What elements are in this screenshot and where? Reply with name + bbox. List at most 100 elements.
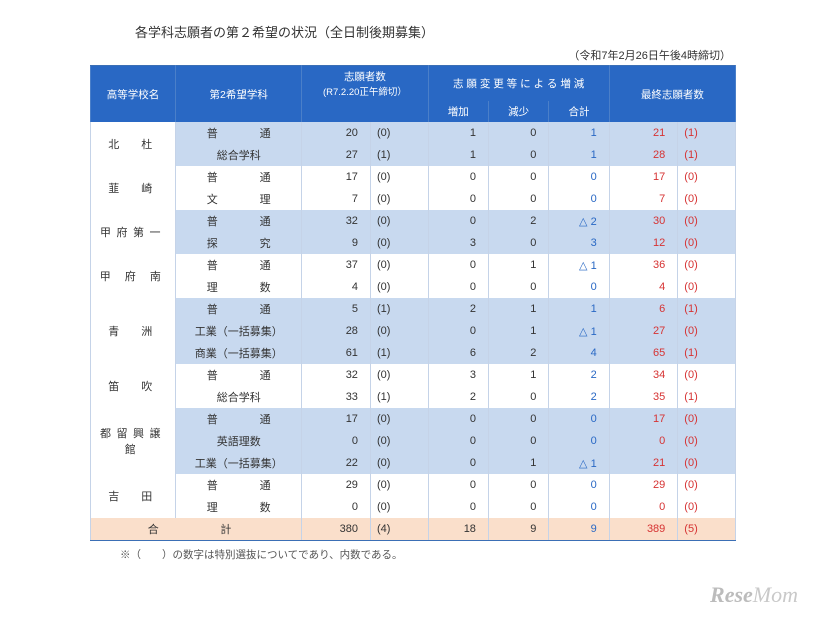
cell-school: 甲府第一 xyxy=(91,210,176,254)
cell-dec: 1 xyxy=(488,298,548,320)
cell-sum: 0 xyxy=(549,474,609,496)
cell-init: 380 xyxy=(302,518,371,541)
cell-inc: 0 xyxy=(428,320,488,342)
cell-init_p: (0) xyxy=(370,166,428,188)
cell-init_p: (1) xyxy=(370,342,428,364)
cell-sum: △ 1 xyxy=(549,452,609,474)
cell-final: 389 xyxy=(609,518,678,541)
cell-sum: 1 xyxy=(549,298,609,320)
cell-sum: 0 xyxy=(549,496,609,518)
cell-dec: 0 xyxy=(488,408,548,430)
cell-school: 北 杜 xyxy=(91,122,176,166)
cell-dept: 総合学科 xyxy=(176,386,302,408)
cell-final_p: (0) xyxy=(678,232,736,254)
cell-init: 0 xyxy=(302,430,371,452)
table-header: 高等学校名 第2希望学科 志願者数 (R7.2.20正午締切） 志 願 変 更 … xyxy=(91,66,736,123)
cell-dec: 0 xyxy=(488,188,548,210)
cell-init: 0 xyxy=(302,496,371,518)
cell-init: 7 xyxy=(302,188,371,210)
cell-dept: 工業（一括募集） xyxy=(176,452,302,474)
cell-final_p: (0) xyxy=(678,188,736,210)
cell-school: 甲 府 南 xyxy=(91,254,176,298)
cell-final_p: (0) xyxy=(678,210,736,232)
table-row: 総合学科33(1)20235(1) xyxy=(91,386,736,408)
page-title: 各学科志願者の第２希望の状況（全日制後期募集） xyxy=(135,22,736,41)
table-row: 吉 田普 通29(0)00029(0) xyxy=(91,474,736,496)
page-container: 各学科志願者の第２希望の状況（全日制後期募集） （令和7年2月26日午後4時締切… xyxy=(0,0,826,620)
cell-sum: 2 xyxy=(549,386,609,408)
cell-sum: 9 xyxy=(549,518,609,541)
cell-final: 34 xyxy=(609,364,678,386)
cell-final: 7 xyxy=(609,188,678,210)
table-row: 笛 吹普 通32(0)31234(0) xyxy=(91,364,736,386)
cell-final_p: (0) xyxy=(678,166,736,188)
cell-dec: 0 xyxy=(488,496,548,518)
table-row: 総合学科27(1)10128(1) xyxy=(91,144,736,166)
cell-dept: 普 通 xyxy=(176,298,302,320)
cell-sum: 0 xyxy=(549,166,609,188)
cell-dec: 0 xyxy=(488,276,548,298)
table-row: 理 数0(0)0000(0) xyxy=(91,496,736,518)
cell-init_p: (0) xyxy=(370,430,428,452)
table-row: 探 究9(0)30312(0) xyxy=(91,232,736,254)
table-row: 甲府第一普 通32(0)02△ 230(0) xyxy=(91,210,736,232)
cell-dept: 英語理数 xyxy=(176,430,302,452)
cell-inc: 0 xyxy=(428,430,488,452)
cell-inc: 0 xyxy=(428,474,488,496)
cell-init_p: (0) xyxy=(370,474,428,496)
cell-dept: 理 数 xyxy=(176,276,302,298)
cell-school: 吉 田 xyxy=(91,474,176,518)
cell-final_p: (0) xyxy=(678,430,736,452)
cell-final_p: (0) xyxy=(678,320,736,342)
cell-dept: 理 数 xyxy=(176,496,302,518)
cell-dec: 0 xyxy=(488,122,548,144)
cell-sum: △ 2 xyxy=(549,210,609,232)
cell-init: 5 xyxy=(302,298,371,320)
cell-inc: 0 xyxy=(428,276,488,298)
cell-dept: 普 通 xyxy=(176,166,302,188)
cell-final: 35 xyxy=(609,386,678,408)
cell-dec: 1 xyxy=(488,452,548,474)
cell-dec: 1 xyxy=(488,254,548,276)
cell-init: 17 xyxy=(302,166,371,188)
cell-dept: 商業（一括募集） xyxy=(176,342,302,364)
cell-init: 20 xyxy=(302,122,371,144)
table-body: 北 杜普 通20(0)10121(1)総合学科27(1)10128(1)韮 崎普… xyxy=(91,122,736,541)
deadline-note: （令和7年2月26日午後4時締切） xyxy=(90,47,736,63)
th-dec: 減少 xyxy=(488,101,548,122)
cell-init_p: (0) xyxy=(370,364,428,386)
th-initial-label: 志願者数 xyxy=(344,71,386,83)
cell-dept: 普 通 xyxy=(176,408,302,430)
cell-dec: 2 xyxy=(488,342,548,364)
cell-sum: 0 xyxy=(549,188,609,210)
table-row: 英語理数0(0)0000(0) xyxy=(91,430,736,452)
cell-init: 37 xyxy=(302,254,371,276)
cell-init_p: (0) xyxy=(370,496,428,518)
cell-final: 0 xyxy=(609,430,678,452)
cell-final_p: (0) xyxy=(678,452,736,474)
cell-inc: 0 xyxy=(428,408,488,430)
cell-inc: 0 xyxy=(428,254,488,276)
cell-inc: 2 xyxy=(428,386,488,408)
cell-school: 韮 崎 xyxy=(91,166,176,210)
cell-dec: 1 xyxy=(488,364,548,386)
table-row: 工業（一括募集）22(0)01△ 121(0) xyxy=(91,452,736,474)
cell-inc: 0 xyxy=(428,452,488,474)
th-initial: 志願者数 (R7.2.20正午締切） xyxy=(302,66,428,102)
cell-init: 27 xyxy=(302,144,371,166)
cell-dec: 1 xyxy=(488,320,548,342)
cell-final: 0 xyxy=(609,496,678,518)
cell-school: 都留興譲館 xyxy=(91,408,176,474)
cell-inc: 18 xyxy=(428,518,488,541)
cell-final: 6 xyxy=(609,298,678,320)
cell-init_p: (1) xyxy=(370,144,428,166)
cell-dec: 0 xyxy=(488,430,548,452)
cell-final: 17 xyxy=(609,166,678,188)
cell-dept: 普 通 xyxy=(176,122,302,144)
cell-final_p: (1) xyxy=(678,386,736,408)
cell-inc: 0 xyxy=(428,210,488,232)
cell-dept: 普 通 xyxy=(176,364,302,386)
cell-sum: △ 1 xyxy=(549,254,609,276)
cell-sum: 1 xyxy=(549,122,609,144)
cell-school: 青 洲 xyxy=(91,298,176,364)
